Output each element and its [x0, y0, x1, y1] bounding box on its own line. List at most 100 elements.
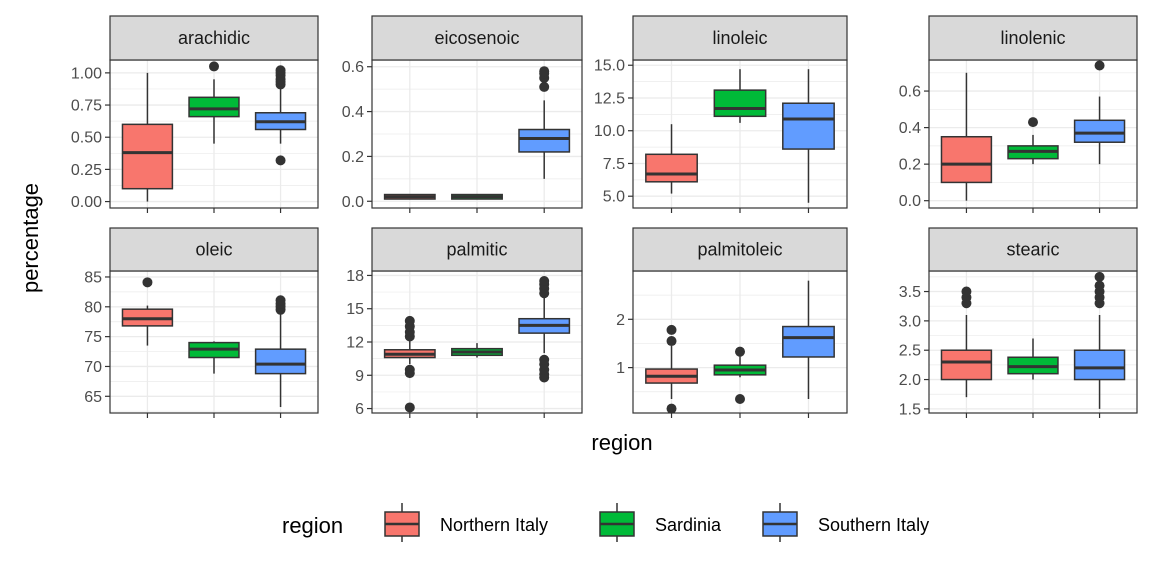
- box-southern-italy: [782, 69, 835, 203]
- box-sardinia: [713, 69, 767, 123]
- y-tick-label: 0.75: [71, 98, 102, 115]
- legend-label: Northern Italy: [440, 515, 548, 535]
- box-body: [254, 348, 307, 375]
- legend: region Northern Italy Sardinia Southern Ita…: [282, 503, 929, 542]
- facet-eicosenoic: eicosenoic 0.0 0.2 0.4 0.6: [342, 15, 583, 213]
- y-tick-label: 0.25: [71, 162, 102, 179]
- y-axis-title: percentage: [18, 183, 43, 293]
- y-tick-label: 12: [346, 335, 364, 352]
- box-body: [518, 128, 571, 153]
- box-sardinia: [713, 346, 767, 404]
- outlier-point: [275, 65, 286, 76]
- y-tick-label: 0.6: [342, 59, 364, 76]
- strip-label: eicosenoic: [434, 28, 519, 48]
- facet-palmitoleic: palmitoleic 1 2: [616, 227, 848, 418]
- legend-title: region: [282, 513, 343, 538]
- y-tick-label: 3.0: [899, 313, 921, 330]
- facet-linoleic: linoleic 5.0 7.5 10.0 12.5 15.0: [594, 15, 848, 213]
- strip-label: arachidic: [178, 28, 250, 48]
- box-southern-italy: [254, 65, 307, 166]
- box-body: [1073, 119, 1126, 143]
- y-tick-label: 1.5: [899, 401, 921, 418]
- box-sardinia: [451, 343, 503, 358]
- strip-label: linolenic: [1000, 28, 1065, 48]
- strip-background: [109, 227, 319, 272]
- outlier-point: [404, 402, 415, 413]
- legend-item-northern-italy: Northern Italy: [384, 503, 548, 542]
- y-tick-label: 0.50: [71, 130, 102, 147]
- strip-background: [632, 15, 848, 61]
- y-tick-label: 2.5: [899, 343, 921, 360]
- outlier-point: [1094, 271, 1105, 282]
- y-tick-label: 10.0: [594, 123, 625, 140]
- y-tick-label: 1.00: [71, 65, 102, 82]
- box-northern-italy: [383, 315, 436, 413]
- outlier-point: [666, 324, 677, 335]
- strip-background: [371, 15, 583, 61]
- outlier-point: [209, 61, 219, 72]
- y-tick-label: 0.00: [71, 194, 102, 211]
- y-tick-label: 85: [84, 269, 102, 286]
- outlier-point: [961, 286, 972, 297]
- strip-background: [109, 15, 319, 61]
- y-tick-label: 0.2: [899, 157, 921, 174]
- y-tick-label: 65: [84, 389, 102, 406]
- facet-linolenic: linolenic 0.0 0.2 0.4 0.6: [899, 15, 1138, 213]
- legend-label: Southern Italy: [818, 515, 929, 535]
- box-southern-italy: [518, 66, 571, 179]
- y-tick-label: 6: [355, 401, 364, 418]
- box-southern-italy: [254, 295, 307, 408]
- outlier-point: [1094, 60, 1105, 71]
- box-northern-italy: [645, 324, 698, 414]
- y-tick-label: 1: [616, 360, 625, 377]
- outlier-point: [539, 354, 550, 365]
- outlier-point: [1094, 280, 1105, 291]
- box-sardinia: [188, 61, 240, 144]
- box-southern-italy: [518, 275, 571, 383]
- box-sardinia: [451, 193, 503, 200]
- box-body: [121, 123, 174, 190]
- box-body: [940, 135, 993, 184]
- y-tick-label: 0.4: [342, 104, 364, 121]
- box-sardinia: [1007, 338, 1059, 380]
- strip-label: oleic: [195, 240, 232, 260]
- box-sardinia: [188, 341, 240, 374]
- y-tick-label: 0.4: [899, 120, 921, 137]
- y-tick-label: 3.5: [899, 284, 921, 301]
- box-northern-italy: [121, 277, 174, 346]
- y-tick-label: 7.5: [603, 156, 625, 173]
- facet-arachidic: arachidic 0.00 0.25 0.50 0.75 1.00: [71, 15, 319, 213]
- box-body: [188, 96, 240, 118]
- facet-stearic: stearic 1.5 2.0 2.5 3.0 3.5: [899, 227, 1138, 418]
- box-southern-italy: [1073, 60, 1126, 165]
- box-body: [782, 325, 835, 358]
- box-body: [713, 89, 767, 118]
- box-southern-italy: [782, 280, 835, 399]
- outlier-point: [539, 275, 550, 286]
- legend-item-sardinia: Sardinia: [599, 503, 722, 542]
- strip-background: [632, 227, 848, 272]
- strip-label: stearic: [1006, 240, 1059, 260]
- strip-background: [928, 227, 1138, 272]
- y-tick-label: 15.0: [594, 58, 625, 75]
- y-tick-label: 0.6: [899, 84, 921, 101]
- outlier-point: [539, 66, 550, 77]
- facet-panels: arachidic 0.00 0.25 0.50 0.75 1.00 eicosenoic 0…: [71, 15, 1138, 418]
- outlier-point: [275, 295, 286, 306]
- legend-item-southern-italy: Southern Italy: [762, 503, 929, 542]
- facet-palmitic: palmitic 6 9 12 15 18: [346, 227, 583, 418]
- y-tick-label: 75: [84, 329, 102, 346]
- outlier-point: [404, 364, 415, 375]
- y-tick-label: 2.0: [899, 372, 921, 389]
- y-tick-label: 2: [616, 312, 625, 329]
- box-body: [940, 349, 993, 381]
- box-southern-italy: [1073, 271, 1126, 409]
- strip-label: palmitoleic: [697, 240, 782, 260]
- box-northern-italy: [383, 193, 436, 200]
- box-northern-italy: [940, 286, 993, 398]
- outlier-point: [539, 81, 550, 92]
- legend-label: Sardinia: [655, 515, 722, 535]
- outlier-point: [666, 336, 677, 347]
- strip-label: linoleic: [712, 28, 767, 48]
